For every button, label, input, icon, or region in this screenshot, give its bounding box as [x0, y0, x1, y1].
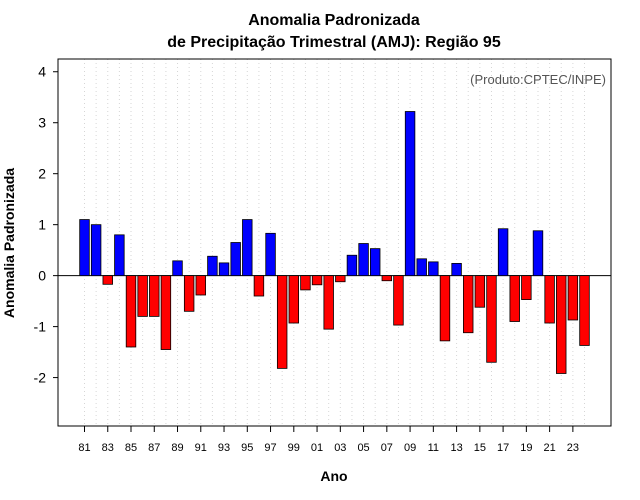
bar-2000	[300, 275, 311, 291]
x-tick-label: 99	[288, 442, 300, 454]
bar-2016	[486, 275, 497, 363]
x-tick-label: 09	[404, 442, 416, 454]
x-tick-label: 87	[148, 442, 160, 454]
y-axis: -2 -1 0 1 2 3 4	[34, 64, 58, 386]
x-tick-label: 95	[241, 442, 253, 454]
x-tick-label: 13	[450, 442, 462, 454]
bar-2015	[474, 275, 486, 308]
bar-2002	[323, 275, 334, 330]
bar-1999	[288, 275, 300, 324]
x-tick-label: 93	[218, 442, 230, 454]
x-tick-label: 85	[125, 442, 137, 454]
bar-2023	[567, 275, 579, 321]
bar-2006	[369, 248, 381, 277]
y-tick-label: 2	[38, 166, 46, 182]
bar-1983	[102, 275, 113, 285]
bar-2004	[346, 254, 358, 277]
bar-2011	[428, 261, 439, 277]
bar-1986	[137, 275, 148, 317]
bar-1991	[195, 275, 206, 296]
bar-2001	[311, 275, 323, 286]
y-axis-title: Anomalia Padronizada	[1, 168, 17, 318]
x-axis-title: Ano	[320, 468, 347, 484]
bar-2013	[451, 262, 462, 277]
bar-1997	[265, 232, 276, 277]
bar-1987	[149, 275, 160, 317]
bar-2007	[381, 275, 393, 282]
y-tick-label: 4	[38, 64, 46, 80]
x-tick-label: 91	[195, 442, 207, 454]
bar-2008	[393, 275, 404, 326]
x-tick-label: 97	[264, 442, 276, 454]
bar-2020	[532, 230, 544, 277]
gridlines	[84, 59, 585, 426]
chart-subtitle: de Precipitação Trimestral (AMJ): Região…	[167, 34, 501, 51]
y-tick-label: -1	[34, 319, 47, 335]
x-tick-label: 15	[474, 442, 486, 454]
bar-2024	[579, 275, 590, 346]
bar-1981	[79, 219, 90, 277]
x-tick-label: 21	[543, 442, 555, 454]
bar-2017	[497, 228, 509, 277]
bar-2010	[416, 258, 427, 277]
bar-1982	[90, 224, 102, 277]
y-tick-label: 1	[38, 217, 46, 233]
x-tick-label: 07	[381, 442, 393, 454]
bar-1996	[253, 275, 265, 297]
bar-2022	[556, 275, 567, 374]
x-tick-label: 01	[311, 442, 323, 454]
y-tick-label: 0	[38, 268, 46, 284]
bar-1989	[172, 260, 183, 277]
x-tick-label: 83	[102, 442, 114, 454]
x-tick-label: 89	[171, 442, 183, 454]
x-tick-label: 81	[78, 442, 90, 454]
x-tick-label: 05	[357, 442, 369, 454]
bar-1994	[230, 242, 241, 277]
product-annotation: (Produto:CPTEC/INPE)	[470, 72, 606, 87]
bar-1985	[125, 275, 137, 348]
x-axis: 81 83 85 87 89 91 93 95 97 99 01 03 05 07 09 11 13 15 17 19…	[78, 426, 579, 454]
bar-1988	[160, 275, 172, 350]
bar-2014	[463, 275, 474, 334]
bar-1993	[218, 262, 230, 277]
bar-1984	[114, 234, 125, 277]
chart-title: Anomalia Padronizada	[248, 12, 420, 29]
bar-1990	[183, 275, 195, 312]
bar-2009	[404, 111, 416, 277]
x-tick-label: 11	[428, 442, 439, 454]
x-tick-label: 19	[520, 442, 532, 454]
x-tick-label: 17	[497, 442, 509, 454]
x-tick-label: 03	[334, 442, 346, 454]
bar-2005	[358, 243, 369, 277]
bar-2018	[509, 275, 520, 322]
bar-1998	[276, 275, 288, 369]
y-tick-label: 3	[38, 115, 46, 131]
bars	[79, 111, 590, 374]
x-tick-label: 23	[567, 442, 579, 454]
bar-2012	[439, 275, 451, 342]
bar-1992	[207, 255, 218, 277]
bar-1995	[242, 219, 253, 277]
y-tick-label: -2	[34, 370, 47, 386]
bar-2021	[544, 275, 555, 324]
bar-2003	[335, 275, 346, 283]
plot-frame	[57, 58, 612, 427]
bar-2019	[521, 275, 532, 300]
